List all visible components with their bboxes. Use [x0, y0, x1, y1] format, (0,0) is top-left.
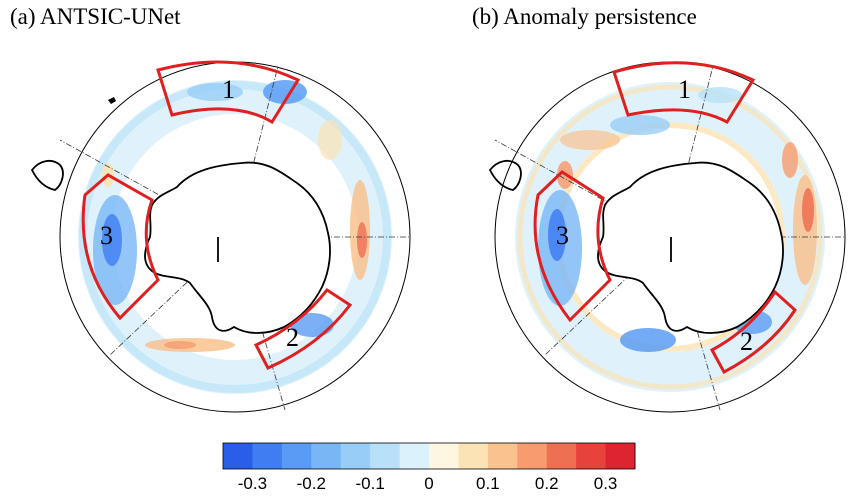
panel-a-region-3	[81, 173, 160, 321]
panel-b-region-1	[612, 61, 756, 124]
panel-b-region-3-label: 3	[556, 221, 569, 250]
colorbar-swatch	[605, 443, 636, 469]
colorbar-swatch	[370, 443, 401, 469]
colorbar-tick-label: 0.3	[594, 474, 618, 493]
colorbar-swatch	[546, 443, 577, 469]
colorbar-swatch	[576, 443, 607, 469]
panel-b-region-2-label: 2	[740, 327, 753, 356]
colorbar-swatch	[281, 443, 312, 469]
colorbar-swatch	[458, 443, 489, 469]
colorbar: -0.3 -0.2 -0.1 0 0.1 0.2 0.3	[222, 442, 636, 493]
panel-a-map: 1 2 3	[30, 60, 411, 413]
colorbar-swatch	[429, 443, 459, 469]
panel-a-island	[108, 97, 116, 104]
panel-a-region-1	[156, 60, 301, 125]
colorbar-swatch	[252, 443, 283, 469]
panel-b-map: 1 2 3	[488, 61, 846, 413]
panel-a-region-3-label: 3	[100, 221, 113, 250]
colorbar-tick-label: 0.2	[535, 474, 559, 493]
colorbar-swatch	[487, 443, 518, 469]
colorbar-tick-label: 0.1	[476, 474, 500, 493]
panel-b-regions	[533, 61, 797, 375]
panel-b-region-2	[709, 289, 797, 375]
panel-a-south-america	[30, 159, 64, 191]
colorbar-swatch	[340, 443, 371, 469]
colorbar-swatch	[223, 443, 253, 469]
panel-a-region-2	[253, 287, 353, 370]
panel-a-regions	[81, 60, 353, 370]
colorbar-swatch	[311, 443, 342, 469]
colorbar-tick-label: -0.2	[297, 474, 326, 493]
colorbar-swatch	[399, 443, 430, 469]
panel-b-region-3	[533, 170, 612, 323]
colorbar-swatch	[517, 443, 548, 469]
colorbar-tick-label: -0.1	[355, 474, 384, 493]
panel-a-title: (a) ANTSIC-UNet	[10, 4, 181, 29]
panel-a-region-1-label: 1	[222, 75, 235, 104]
panel-a-region-2-label: 2	[286, 323, 299, 352]
panel-b-south-america	[488, 159, 522, 191]
colorbar-tick-label: -0.3	[238, 474, 267, 493]
panel-b-region-1-label: 1	[678, 75, 691, 104]
colorbar-frame	[222, 442, 636, 470]
panel-b-title: (b) Anomaly persistence	[472, 4, 697, 29]
colorbar-tick-label: 0	[424, 474, 433, 493]
